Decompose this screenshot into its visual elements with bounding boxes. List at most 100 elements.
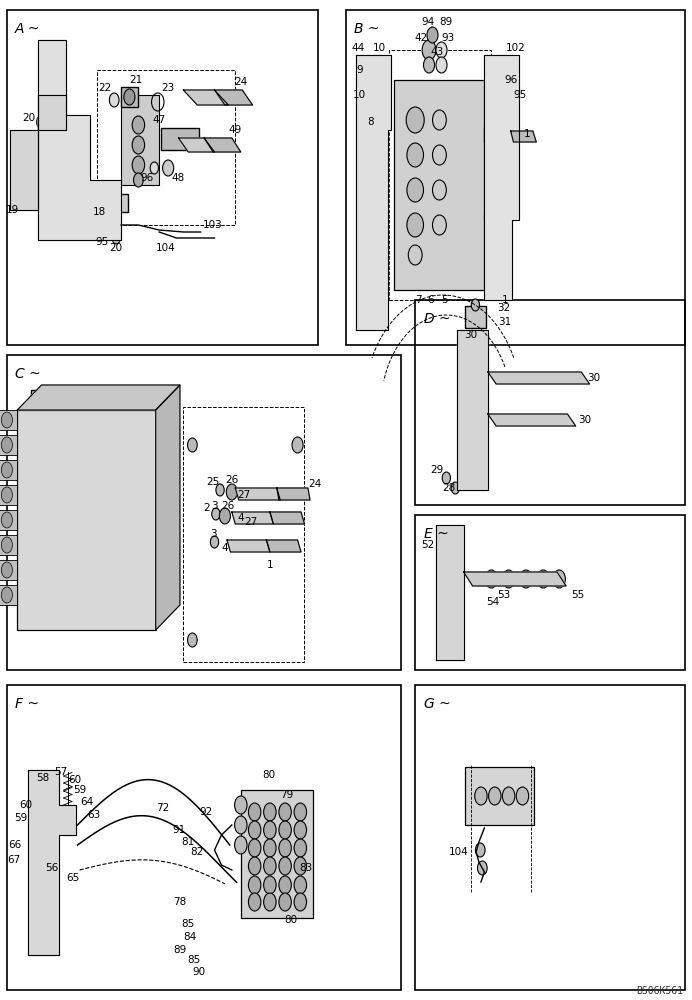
Circle shape	[467, 338, 477, 352]
Circle shape	[1, 537, 12, 553]
Circle shape	[279, 839, 291, 857]
Text: D ~: D ~	[424, 312, 450, 326]
Circle shape	[1, 437, 12, 453]
Text: 53: 53	[497, 590, 511, 600]
Circle shape	[55, 391, 65, 405]
Circle shape	[362, 253, 372, 267]
Circle shape	[467, 358, 477, 372]
Text: 79: 79	[280, 790, 294, 800]
Circle shape	[445, 548, 455, 562]
Circle shape	[502, 787, 515, 805]
Circle shape	[150, 162, 158, 174]
Circle shape	[477, 861, 487, 875]
Bar	[107, 194, 128, 212]
Circle shape	[264, 803, 276, 821]
Circle shape	[1, 587, 12, 603]
Circle shape	[407, 178, 424, 202]
Bar	[465, 306, 486, 328]
Circle shape	[264, 839, 276, 857]
Text: 4: 4	[221, 543, 228, 553]
Text: 22: 22	[98, 83, 112, 93]
Polygon shape	[436, 525, 464, 660]
Circle shape	[471, 299, 480, 311]
Circle shape	[467, 398, 477, 412]
Polygon shape	[457, 330, 488, 490]
Text: 28: 28	[441, 483, 455, 493]
Text: BS06K561: BS06K561	[637, 986, 684, 996]
Polygon shape	[464, 572, 566, 586]
Circle shape	[38, 843, 48, 857]
Circle shape	[486, 180, 500, 200]
Text: 7: 7	[415, 295, 422, 305]
Text: 92: 92	[199, 807, 213, 817]
Text: 85: 85	[187, 955, 201, 965]
Circle shape	[424, 57, 435, 73]
Bar	[0, 585, 17, 605]
Circle shape	[219, 508, 230, 524]
Text: 55: 55	[571, 590, 585, 600]
Text: C ~: C ~	[15, 367, 41, 381]
Circle shape	[279, 876, 291, 894]
Circle shape	[445, 581, 455, 595]
Polygon shape	[179, 138, 215, 152]
Circle shape	[248, 839, 261, 857]
Circle shape	[432, 180, 446, 200]
Bar	[31, 390, 73, 405]
Circle shape	[294, 803, 307, 821]
Circle shape	[132, 116, 145, 134]
Bar	[0, 460, 17, 480]
Circle shape	[134, 173, 143, 187]
Text: 1: 1	[524, 129, 531, 139]
Text: 43: 43	[430, 47, 444, 57]
Polygon shape	[266, 540, 301, 552]
Circle shape	[467, 378, 477, 392]
Circle shape	[279, 821, 291, 839]
Circle shape	[489, 787, 501, 805]
Polygon shape	[215, 90, 253, 105]
Circle shape	[188, 438, 197, 452]
Text: 10: 10	[373, 43, 385, 53]
Circle shape	[362, 88, 372, 102]
Circle shape	[264, 821, 276, 839]
Text: 59: 59	[73, 785, 86, 795]
Circle shape	[16, 168, 26, 182]
Circle shape	[38, 825, 48, 839]
Text: 3: 3	[211, 501, 218, 511]
Text: 19: 19	[6, 205, 19, 215]
Bar	[484, 127, 511, 142]
Circle shape	[485, 570, 498, 588]
Polygon shape	[10, 95, 66, 210]
Text: 102: 102	[506, 43, 525, 53]
Polygon shape	[232, 512, 273, 524]
Circle shape	[432, 145, 446, 165]
Circle shape	[467, 438, 477, 452]
Text: 30: 30	[464, 330, 477, 340]
Circle shape	[38, 878, 48, 892]
Circle shape	[109, 93, 119, 107]
Text: 96: 96	[504, 75, 518, 85]
Circle shape	[442, 472, 450, 484]
Text: 95: 95	[95, 237, 109, 247]
Text: F ~: F ~	[15, 697, 39, 711]
Text: 48: 48	[172, 173, 185, 183]
Circle shape	[502, 570, 515, 588]
Circle shape	[210, 536, 219, 548]
Text: 47: 47	[152, 115, 166, 125]
Text: 66: 66	[8, 840, 22, 850]
Text: 56: 56	[45, 863, 59, 873]
Text: 103: 103	[203, 220, 223, 230]
Circle shape	[475, 787, 487, 805]
Circle shape	[445, 531, 455, 545]
Circle shape	[102, 218, 112, 232]
Circle shape	[40, 391, 50, 405]
Polygon shape	[156, 385, 180, 630]
Circle shape	[1, 462, 12, 478]
Bar	[415, 300, 685, 505]
Circle shape	[436, 57, 447, 73]
Text: 83: 83	[299, 863, 313, 873]
Text: 81: 81	[181, 837, 195, 847]
Polygon shape	[204, 138, 241, 152]
Polygon shape	[38, 40, 121, 240]
Circle shape	[294, 876, 307, 894]
Text: 23: 23	[161, 83, 174, 93]
